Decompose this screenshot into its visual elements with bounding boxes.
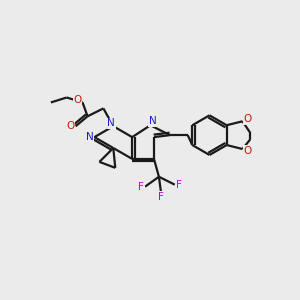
Text: N: N — [148, 116, 156, 126]
Text: O: O — [243, 114, 252, 124]
Text: N: N — [107, 118, 115, 128]
Text: F: F — [176, 180, 182, 190]
Text: O: O — [67, 121, 75, 131]
Text: F: F — [138, 182, 144, 192]
Text: N: N — [85, 132, 93, 142]
Text: F: F — [158, 192, 164, 202]
Text: O: O — [243, 146, 252, 156]
Text: O: O — [74, 95, 82, 106]
